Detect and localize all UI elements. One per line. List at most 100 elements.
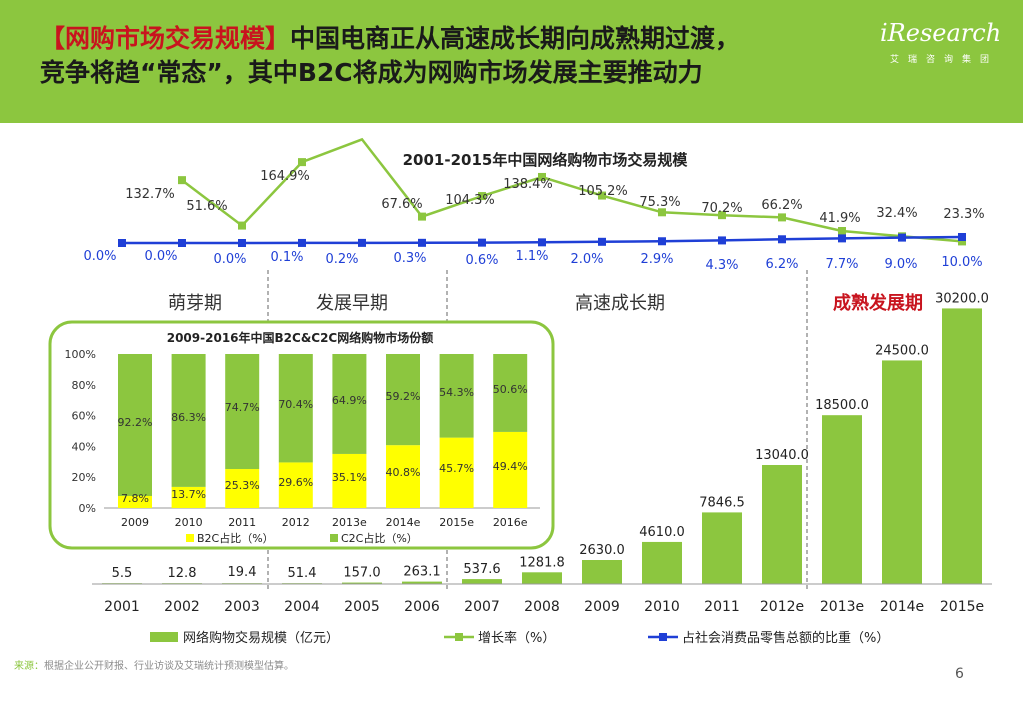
inset-x-tick-2011: 2011 <box>228 516 256 529</box>
bar-2006 <box>402 581 442 584</box>
bar-2015e <box>942 308 982 584</box>
x-tick-2005: 2005 <box>344 599 380 615</box>
share-point-2002 <box>178 239 186 247</box>
growth-label-2014e: 32.4% <box>876 206 917 221</box>
growth-label-2009: 105.2% <box>578 184 628 199</box>
inset-legend-swatch-b2c <box>186 534 194 542</box>
x-tick-2008: 2008 <box>524 599 560 615</box>
bar-2012e <box>762 465 802 584</box>
growth-point-2009 <box>598 191 606 200</box>
share-point-2013e <box>838 234 846 243</box>
inset-c2c-label-2016e: 50.6% <box>493 383 528 396</box>
inset-b2c-bar-2009 <box>118 495 152 508</box>
inset-b2c-bar-2011 <box>225 469 260 508</box>
share-label-2006: 0.3% <box>393 251 426 266</box>
inset-b2c-bar-2010 <box>171 486 206 508</box>
growth-point-2011 <box>718 211 726 220</box>
bar-label-2013e: 18500.0 <box>815 398 869 413</box>
share-point-2012e <box>778 235 786 244</box>
inset-b2c-label-2015e: 45.7% <box>439 462 474 475</box>
x-tick-2015e: 2015e <box>940 599 984 615</box>
x-tick-2003: 2003 <box>224 599 260 615</box>
inset-y-tick-1: 20% <box>72 471 96 484</box>
bar-label-2005: 157.0 <box>343 566 380 581</box>
inset-b2c-label-2010: 13.7% <box>171 488 206 501</box>
logo-wordmark: iResearch <box>880 19 1002 47</box>
bar-label-2002: 12.8 <box>168 566 197 581</box>
inset-b2c-label-2009: 7.8% <box>121 492 149 505</box>
bar-2008 <box>522 572 562 584</box>
x-tick-2004: 2004 <box>284 599 320 615</box>
growth-point-2013e <box>838 227 846 235</box>
source-text: 根据企业公开财报、行业访谈及艾瑞统计预测模型估算。 <box>44 661 294 672</box>
inset-b2c-bar-2012 <box>278 462 313 508</box>
x-tick-2010: 2010 <box>644 599 680 615</box>
header-banner: 【网购市场交易规模】中国电商正从高速成长期向成熟期过渡， 竞争将趋“常态”，其中… <box>0 0 1023 123</box>
inset-b2c-bar-2015e <box>439 437 474 508</box>
share-label-2010: 2.9% <box>640 252 673 267</box>
bar-label-2010: 4610.0 <box>639 525 685 540</box>
inset-x-tick-2013e: 2013e <box>332 516 367 529</box>
share-point-2011 <box>718 236 726 245</box>
page-number: 6 <box>955 666 964 682</box>
bar-2005 <box>342 582 382 584</box>
bar-2011 <box>702 512 742 584</box>
inset-legend-swatch-c2c <box>330 534 338 542</box>
share-point-2007 <box>478 238 486 247</box>
iresearch-logo: iResearch 艾瑞咨询集团 <box>880 20 1005 72</box>
bar-2007 <box>462 579 502 584</box>
inset-x-tick-2016e: 2016e <box>493 516 528 529</box>
title-line2: 竞争将趋“常态”，其中B2C将成为网购市场发展主要推动力 <box>40 58 703 87</box>
bar-label-2015e: 30200.0 <box>935 291 989 306</box>
share-label-2003: 0.0% <box>213 252 246 267</box>
page-title: 【网购市场交易规模】中国电商正从高速成长期向成熟期过渡， 竞争将趋“常态”，其中… <box>40 22 870 90</box>
phase-layer: 萌芽期 发展早期 高速成长期 成熟发展期 <box>168 270 923 592</box>
inset-c2c-bar-2016e <box>493 354 528 432</box>
inset-y-tick-5: 100% <box>65 348 96 361</box>
inset-b2c-bar-2014e <box>386 445 420 508</box>
inset-x-tick-2009: 2009 <box>121 516 149 529</box>
inset-c2c-bar-2009 <box>118 354 152 496</box>
share-label-2009: 2.0% <box>570 252 603 267</box>
x-tick-2002: 2002 <box>164 599 200 615</box>
growth-label-2015e: 23.3% <box>943 207 984 222</box>
share-point-2009 <box>598 237 606 246</box>
main-legend: 网络购物交易规模（亿元） 增长率（%） 占社会消费品零售总额的比重（%） <box>150 630 889 646</box>
inset-x-tick-2012: 2012 <box>282 516 310 529</box>
logo-subtitle: 艾瑞咨询集团 <box>890 55 999 65</box>
growth-point-2008 <box>538 172 546 181</box>
share-label-2008: 1.1% <box>515 249 548 264</box>
inset-legend-label-b2c: B2C占比（%） <box>197 531 274 545</box>
share-point-2014e <box>898 233 906 242</box>
inset-c2c-bar-2014e <box>386 354 420 446</box>
phase-label-1: 萌芽期 <box>168 293 222 314</box>
share-point-2010 <box>658 237 666 246</box>
share-label-2007: 0.6% <box>465 253 498 268</box>
b2c-c2c-inset-chart: 2009-2016年中国B2C&C2C网络购物市场份额 0% 20% 40% 60% 8… <box>48 320 555 550</box>
x-tick-2009: 2009 <box>584 599 620 615</box>
phase-label-4: 成熟发展期 <box>833 292 923 314</box>
share-label-2011: 4.3% <box>705 258 738 273</box>
growth-label-2013e: 41.9% <box>819 211 860 226</box>
bar-label-2003: 19.4 <box>228 565 257 580</box>
growth-label-2004: 164.9% <box>260 169 310 184</box>
inset-y-tick-0: 0% <box>79 502 96 515</box>
inset-legend-label-c2c: C2C占比（%） <box>341 531 418 545</box>
share-label-2001: 0.0% <box>83 249 116 264</box>
bar-label-2012e: 13040.0 <box>755 448 809 463</box>
share-label-2015e: 10.0% <box>941 255 982 270</box>
growth-line <box>181 137 963 243</box>
inset-c2c-bar-2010 <box>171 354 206 487</box>
legend-label-bars: 网络购物交易规模（亿元） <box>183 630 339 646</box>
line-layer: 132.7% 51.6% 164.9% 67.6% 104.3% 138.4% 105.2%… <box>83 137 985 273</box>
inset-c2c-label-2011: 74.7% <box>225 401 260 414</box>
bar-label-2011: 7846.5 <box>699 495 745 510</box>
growth-label-2007: 104.3% <box>445 193 495 208</box>
share-point-2001 <box>118 239 126 247</box>
inset-b2c-bar-2016e <box>493 431 528 508</box>
source-note: 来源：根据企业公开财报、行业访谈及艾瑞统计预测模型估算。 <box>14 657 294 672</box>
bar-label-2006: 263.1 <box>403 565 440 580</box>
share-point-2003 <box>238 239 246 247</box>
source-label: 来源： <box>14 661 44 672</box>
inset-c2c-label-2012: 70.4% <box>278 398 313 411</box>
